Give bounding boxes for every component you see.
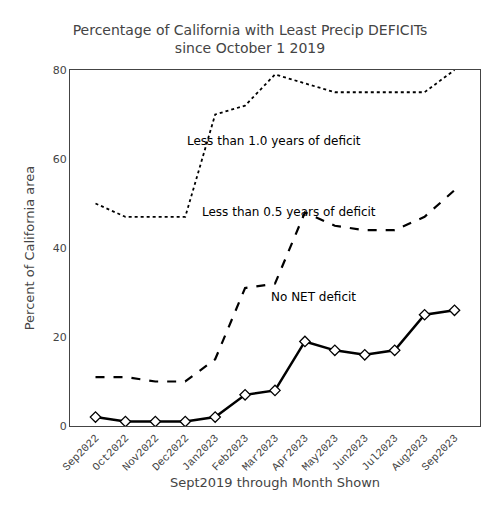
svg-text:20: 20 (53, 331, 67, 344)
svg-text:Jan2023: Jan2023 (180, 432, 221, 473)
svg-text:Dec2022: Dec2022 (150, 432, 191, 473)
svg-text:Apr2023: Apr2023 (270, 432, 311, 473)
svg-text:80: 80 (53, 64, 67, 77)
svg-text:Jun2023: Jun2023 (330, 432, 371, 473)
svg-text:Less than 1.0 years of deficit: Less than 1.0 years of deficit (187, 134, 361, 148)
svg-text:Feb2023: Feb2023 (210, 432, 251, 473)
svg-text:0: 0 (60, 420, 67, 433)
svg-text:Percent of California area: Percent of California area (22, 166, 37, 331)
svg-text:Nov2022: Nov2022 (120, 432, 161, 473)
svg-text:Jul2023: Jul2023 (360, 432, 401, 473)
svg-text:Sep2023: Sep2023 (419, 432, 460, 473)
svg-text:May2023: May2023 (300, 432, 341, 473)
svg-text:60: 60 (53, 153, 67, 166)
svg-text:Sep2022: Sep2022 (60, 432, 101, 473)
svg-text:Aug2023: Aug2023 (389, 432, 430, 473)
svg-text:Percentage of California with: Percentage of California with Least Prec… (73, 22, 428, 56)
svg-text:40: 40 (53, 242, 67, 255)
svg-text:Oct2022: Oct2022 (90, 432, 131, 473)
svg-text:Sept2019 through Month Shown: Sept2019 through Month Shown (170, 475, 380, 490)
svg-text:No NET deficit: No NET deficit (271, 290, 356, 304)
svg-text:Mar2023: Mar2023 (240, 432, 281, 473)
svg-text:Less than 0.5 years of deficit: Less than 0.5 years of deficit (202, 205, 376, 219)
